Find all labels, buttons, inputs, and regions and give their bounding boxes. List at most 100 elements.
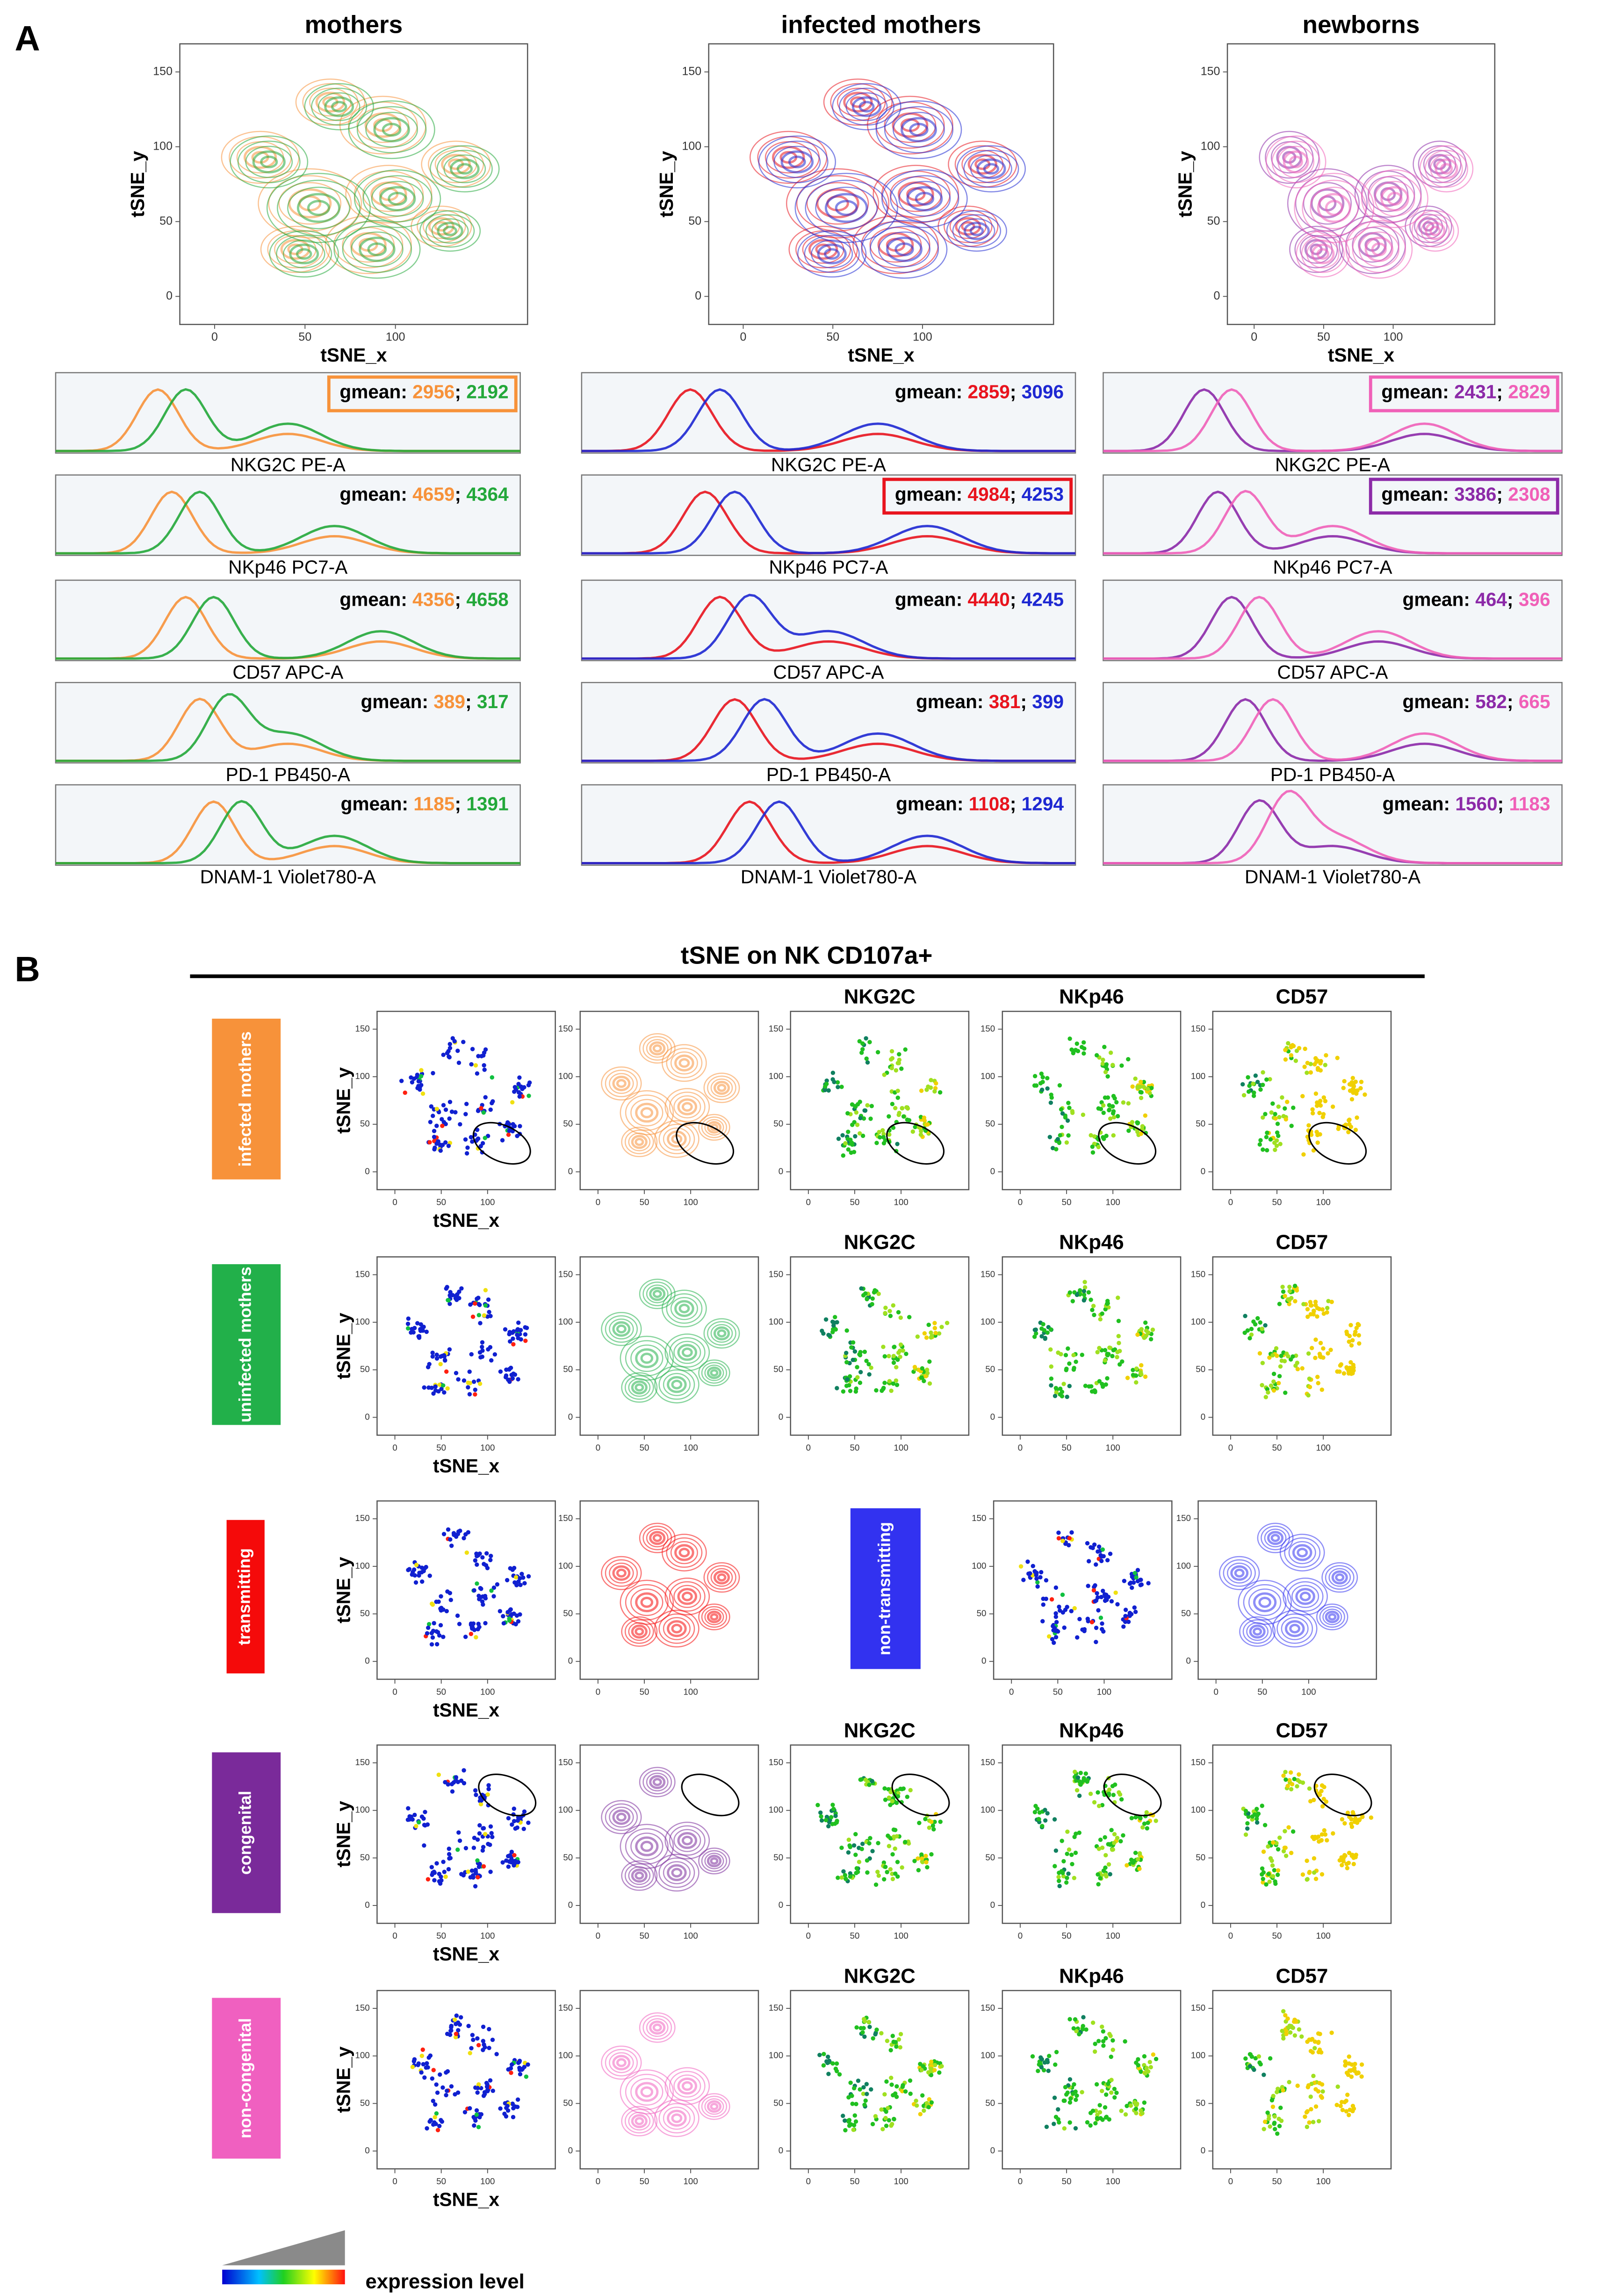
x-tick-label: 0	[1009, 1687, 1014, 1696]
cell	[920, 2093, 925, 2098]
cell	[1103, 2105, 1108, 2110]
contour	[266, 173, 371, 243]
contour	[419, 210, 481, 252]
contour	[605, 1803, 638, 1831]
contour	[713, 1080, 730, 1095]
cell	[463, 1112, 468, 1116]
contour	[698, 1603, 730, 1630]
cell	[1045, 1076, 1050, 1080]
cell	[1045, 1086, 1050, 1091]
cell	[1071, 2092, 1075, 2096]
x-tick-label: 100	[1106, 1443, 1120, 1453]
cell	[510, 1567, 515, 1572]
cell	[910, 1129, 916, 1134]
y-axis-label: tSNE_y	[332, 2046, 354, 2113]
contour	[710, 1613, 719, 1621]
cell	[1131, 1368, 1135, 1372]
cell	[1287, 2080, 1291, 2085]
contour	[906, 186, 943, 212]
cell	[1096, 1544, 1102, 1549]
cell	[896, 2037, 901, 2042]
cell	[900, 2089, 905, 2093]
x-tick-label: 50	[850, 1443, 860, 1453]
cell	[867, 1040, 872, 1044]
cell	[467, 1369, 472, 1374]
cell	[1115, 1836, 1120, 1840]
cell	[522, 1809, 527, 1814]
cell	[420, 2047, 425, 2052]
cell	[1040, 1079, 1045, 1084]
gmean-part: 4364	[466, 483, 509, 505]
cell	[483, 1596, 488, 1601]
cell	[1301, 1302, 1306, 1307]
cell	[1243, 2056, 1248, 2061]
cell	[1100, 2024, 1104, 2029]
gmean-part: gmean:	[895, 588, 962, 610]
cell	[1126, 1057, 1131, 1062]
contour	[625, 1584, 669, 1621]
contour	[843, 92, 873, 113]
cell	[1057, 1083, 1062, 1088]
contour	[296, 248, 312, 260]
cell	[1061, 1382, 1066, 1386]
cell	[490, 1075, 495, 1080]
cell	[1346, 1130, 1351, 1135]
cell	[431, 1391, 436, 1396]
cell	[929, 2059, 934, 2064]
cell	[439, 1606, 444, 1610]
y-tick-label: 150	[355, 1513, 370, 1523]
cell	[1261, 1147, 1265, 1152]
cell	[1097, 1346, 1102, 1350]
gmean: gmean: 2859; 3096	[895, 381, 1064, 402]
contour	[835, 200, 858, 216]
gmean-part: ;	[455, 588, 461, 610]
cell	[461, 1768, 466, 1773]
cell	[467, 1392, 472, 1397]
cell	[1056, 1350, 1060, 1355]
cell	[884, 2079, 889, 2084]
cell	[1316, 1381, 1320, 1385]
cell	[1086, 1619, 1090, 1623]
y-tick-label: 50	[773, 1119, 783, 1129]
y-tick-label: 0	[365, 1656, 369, 1666]
cell	[1252, 1090, 1256, 1095]
cell	[922, 1379, 926, 1383]
cell	[1098, 1317, 1103, 1322]
contour	[667, 2109, 687, 2127]
cell	[1325, 1310, 1329, 1315]
cell	[844, 1350, 849, 1355]
cell	[1267, 1879, 1272, 1884]
marker-header: CD57	[1276, 1964, 1328, 1987]
cell	[852, 2113, 857, 2118]
y-tick-label: 50	[985, 1852, 995, 1862]
cell	[1283, 1391, 1288, 1395]
gmean-part: 2956	[412, 381, 454, 402]
contour	[983, 163, 999, 175]
y-tick-label: 100	[1201, 139, 1220, 152]
histogram-frame	[55, 682, 521, 764]
cell	[1313, 1299, 1318, 1304]
cell	[919, 1088, 924, 1093]
cell	[1313, 2104, 1319, 2109]
cell	[1115, 1350, 1120, 1354]
cell	[1289, 1053, 1294, 1058]
y-tick-label: 0	[1201, 1166, 1205, 1176]
cell	[511, 2115, 516, 2120]
cell	[1243, 1809, 1248, 1813]
gmean: gmean: 3386; 2308	[1381, 483, 1550, 505]
cell	[1097, 1379, 1102, 1383]
cell	[1092, 1800, 1097, 1805]
contour	[1440, 163, 1453, 175]
cell	[840, 1133, 845, 1137]
cell	[1314, 1059, 1319, 1064]
y-tick-label: 0	[365, 2145, 369, 2155]
y-tick-label: 100	[355, 1561, 370, 1571]
cell	[851, 1357, 855, 1362]
cell	[510, 1330, 515, 1335]
cell	[1313, 1091, 1319, 1096]
contour	[288, 188, 332, 218]
cell	[1313, 1056, 1318, 1061]
x-tick-label: 100	[1106, 1197, 1120, 1207]
contour	[616, 1568, 627, 1578]
cell	[1057, 1604, 1061, 1609]
